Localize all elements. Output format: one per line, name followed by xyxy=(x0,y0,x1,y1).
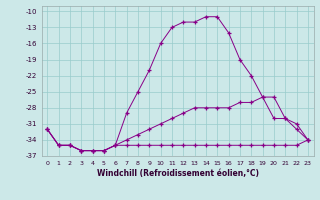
X-axis label: Windchill (Refroidissement éolien,°C): Windchill (Refroidissement éolien,°C) xyxy=(97,169,259,178)
